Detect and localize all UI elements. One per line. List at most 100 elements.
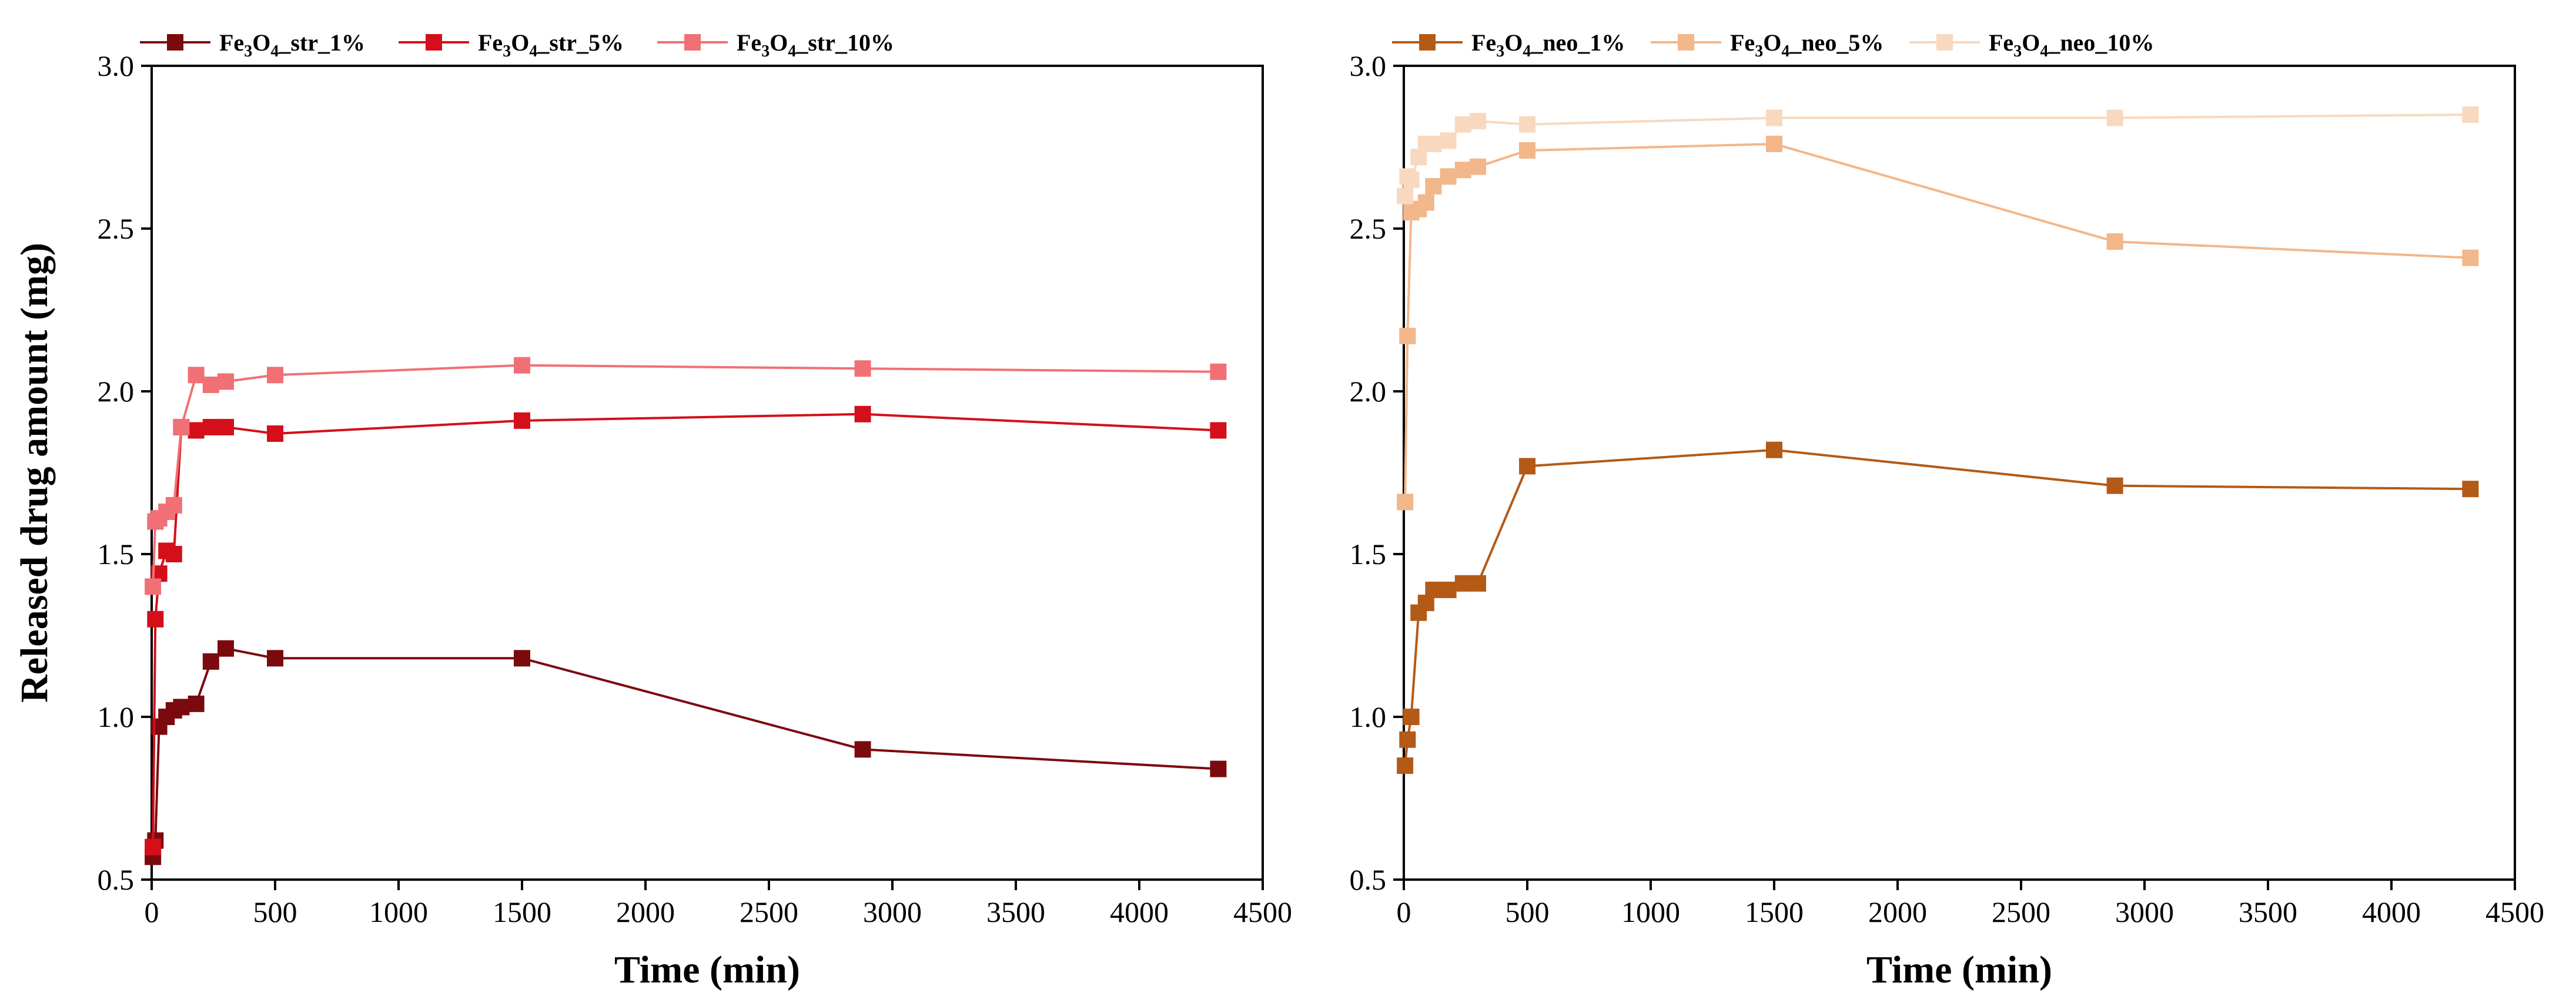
data-point [514, 412, 530, 429]
y-tick-label: 0.5 [1350, 863, 1387, 896]
x-tick-label: 4500 [2485, 895, 2544, 928]
data-point [1210, 760, 1227, 777]
data-point [202, 418, 219, 435]
legend-label-part: 3 [761, 42, 770, 61]
legend-item: Fe3O4_str_10% [657, 29, 894, 61]
data-point [1440, 581, 1457, 598]
data-point [2462, 106, 2479, 123]
legend-label: Fe3O4_neo_5% [1730, 29, 1884, 61]
data-point [1417, 194, 1434, 211]
legend-label-part: 4 [1523, 42, 1531, 61]
data-point [1425, 135, 1442, 152]
legend-label: Fe3O4_str_1% [219, 29, 365, 61]
data-point [1470, 575, 1486, 592]
data-point [1210, 363, 1227, 380]
legend-item: Fe3O4_str_1% [140, 29, 365, 61]
x-axis-title: Time (min) [1866, 948, 2052, 991]
legend-label-part: 3 [244, 42, 252, 61]
legend-label: Fe3O4_neo_1% [1471, 29, 1625, 61]
data-point [218, 640, 234, 657]
data-point [2106, 109, 2123, 126]
legend-label-part: _neo_10% [2048, 29, 2154, 56]
legend-item: Fe3O4_neo_10% [1909, 29, 2154, 61]
legend-label-part: 3 [2013, 42, 2022, 61]
x-tick-label: 500 [253, 895, 297, 928]
data-point [1210, 422, 1227, 439]
legend-label-part: Fe [1471, 29, 1496, 56]
legend-label-part: 4 [529, 42, 537, 61]
y-tick-label: 1.5 [1350, 538, 1387, 571]
x-tick-label: 1000 [1621, 895, 1680, 928]
data-point [1519, 116, 1535, 133]
legend-label-part: O [1504, 29, 1523, 56]
y-tick-label: 3.0 [98, 49, 135, 82]
data-point [173, 699, 190, 716]
data-point [854, 405, 871, 422]
x-tick-label: 4000 [2362, 895, 2421, 928]
data-point [188, 695, 205, 712]
data-point [1425, 581, 1442, 598]
left-panel-chart: 0 500 1000 1500 2000 2500 3000 3500 4000 4500 0.5 1… [13, 29, 1292, 991]
legend-label-part: 3 [1755, 42, 1763, 61]
x-tick-label: 3000 [2115, 895, 2174, 928]
data-point [1397, 187, 1414, 204]
series-line [152, 647, 1219, 857]
x-tick-label: 2500 [1992, 895, 2050, 928]
x-tick-label: 1500 [493, 895, 551, 928]
y-tick-label: 2.0 [1350, 375, 1387, 408]
legend-label-part: Fe [478, 29, 503, 56]
x-tick-label: 4500 [1233, 895, 1292, 928]
data-point [1766, 109, 1782, 126]
data-point [188, 422, 205, 439]
data-point [1519, 458, 1535, 475]
data-point [1425, 177, 1442, 194]
legend-label-part: _str_10% [795, 29, 894, 56]
series-line [152, 364, 1219, 587]
legend-item: Fe3O4_neo_5% [1651, 29, 1884, 61]
data-point [188, 367, 205, 384]
x-tick-label: 500 [1506, 895, 1550, 928]
x-tick-label: 2500 [740, 895, 798, 928]
legend-label-part: 4 [1781, 42, 1789, 61]
legend-label-part: _str_5% [537, 29, 624, 56]
data-point [267, 650, 283, 667]
legend-label: Fe3O4_str_5% [478, 29, 624, 61]
data-point [1397, 757, 1414, 774]
data-point [202, 653, 219, 670]
legend-label-part: Fe [1989, 29, 2013, 56]
x-tick-label: 3500 [2239, 895, 2297, 928]
right-panel-chart: 0 500 1000 1500 2000 2500 3000 3500 4000 4500 0.5 1… [1350, 29, 2545, 991]
y-tick-label: 0.5 [98, 863, 135, 896]
legend-label-part: 4 [788, 42, 796, 61]
data-point [2462, 481, 2479, 498]
data-point [145, 578, 162, 595]
legend-marker [1419, 34, 1436, 51]
data-point [1403, 171, 1420, 188]
data-point [1766, 441, 1782, 458]
data-point [1454, 162, 1471, 179]
data-point [1470, 113, 1486, 130]
data-point [1470, 158, 1486, 175]
data-point [218, 418, 234, 435]
y-tick-label: 2.0 [98, 375, 135, 408]
data-point [165, 497, 182, 514]
data-point [1440, 168, 1457, 185]
legend-label: Fe3O4_str_10% [737, 29, 894, 61]
legend-label-part: Fe [219, 29, 244, 56]
x-tick-label: 3000 [863, 895, 922, 928]
plot-frame [1403, 65, 2516, 881]
legend-marker [426, 34, 442, 51]
legend-label-part: 4 [270, 42, 279, 61]
legend-marker [684, 34, 701, 51]
data-point [1440, 132, 1457, 149]
x-tick-label: 1500 [1745, 895, 1804, 928]
data-point [267, 367, 283, 384]
plot-frame [150, 65, 1264, 881]
x-tick-label: 2000 [1868, 895, 1927, 928]
legend-marker [167, 34, 183, 51]
legend-item: Fe3O4_str_5% [399, 29, 624, 61]
y-tick-label: 2.5 [98, 212, 135, 245]
data-point [514, 650, 530, 667]
data-point [2106, 477, 2123, 494]
data-point [1399, 327, 1416, 344]
